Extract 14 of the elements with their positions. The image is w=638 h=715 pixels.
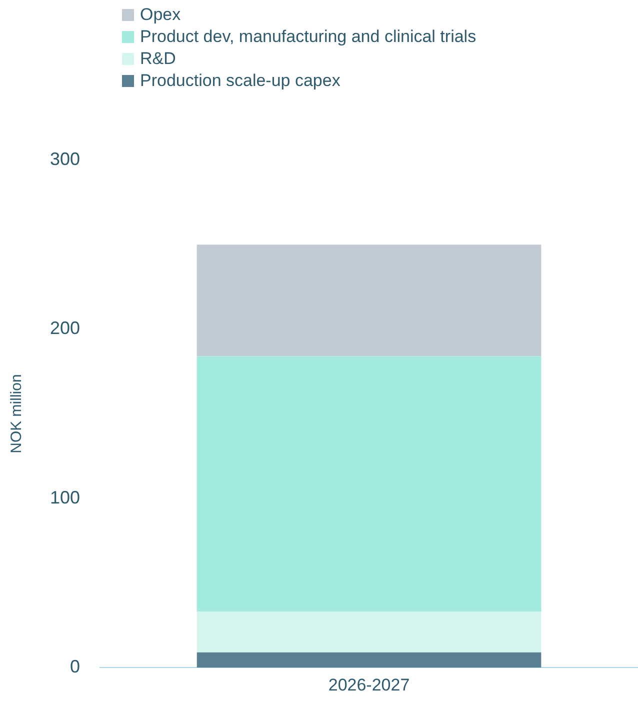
y-tick-label: 200: [50, 318, 80, 338]
y-axis-title: NOK million: [8, 374, 26, 454]
legend-label: Opex: [140, 4, 181, 26]
bar: [196, 612, 542, 652]
y-tick-label: 300: [50, 148, 80, 169]
legend-label: Product dev, manufacturing and clinical trials: [140, 26, 476, 48]
y-tick-label: 100: [50, 487, 80, 508]
y-tick-label: 0: [70, 656, 80, 677]
bar: [196, 356, 542, 612]
bar: [196, 652, 542, 668]
legend-label: Production scale-up capex: [140, 70, 340, 92]
x-tick-label: 2026-2027: [328, 675, 410, 694]
legend-label: R&D: [140, 48, 176, 70]
bar: [196, 244, 542, 356]
